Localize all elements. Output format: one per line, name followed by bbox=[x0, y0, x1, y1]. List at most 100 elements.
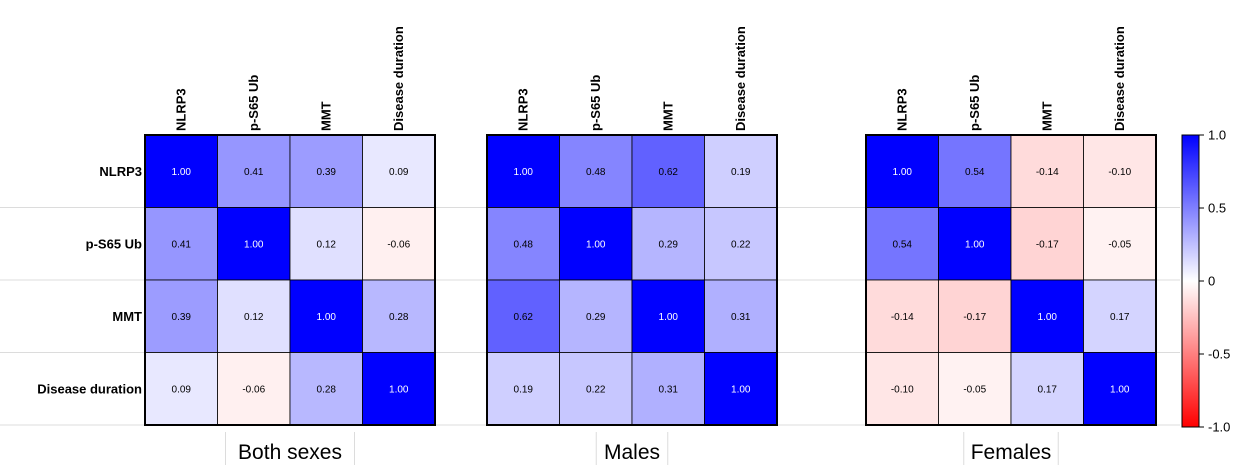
heatmap-cell bbox=[144, 352, 218, 426]
heatmap-panel-both-sexes: 1.00 0.41 0.39 0.09 0.41 1.00 0.12 -0.06 0.39 0.1… bbox=[37, 26, 436, 465]
column-label: Disease duration bbox=[391, 26, 406, 131]
heatmap-cell bbox=[1010, 207, 1084, 281]
heatmap-panels: 1.00 0.41 0.39 0.09 0.41 1.00 0.12 -0.06 0.39 0.1… bbox=[37, 26, 1157, 465]
colorbar-tick-label: -0.5 bbox=[1208, 347, 1230, 362]
heatmap-cell bbox=[865, 207, 939, 281]
heatmap-cell bbox=[1010, 352, 1084, 426]
cell-value-label: 0.41 bbox=[172, 239, 192, 250]
colorbar: 1.0 0.5 0 -0.5 -1.0 bbox=[1181, 128, 1230, 435]
cell-value-label: 1.00 bbox=[1110, 384, 1130, 395]
cell-value-label: 0.48 bbox=[514, 239, 534, 250]
cell-value-label: 0.41 bbox=[244, 167, 264, 178]
heatmap-cell bbox=[486, 134, 560, 208]
cell-value-label: 1.00 bbox=[1038, 312, 1058, 323]
cell-value-label: 0.54 bbox=[965, 167, 985, 178]
panel-title: Males bbox=[604, 441, 660, 464]
heatmap-cell bbox=[559, 134, 633, 208]
heatmap-cell bbox=[938, 207, 1012, 281]
cell-value-label: 0.17 bbox=[1110, 312, 1130, 323]
cell-value-label: 0.19 bbox=[731, 167, 751, 178]
cell-value-label: 0.17 bbox=[1038, 384, 1058, 395]
colorbar-tick-label: -1.0 bbox=[1208, 420, 1230, 435]
cell-value-label: -0.10 bbox=[1108, 167, 1131, 178]
heatmap-panel-males: 1.00 0.48 0.62 0.19 0.48 1.00 0.29 0.22 0.62 0.29… bbox=[486, 26, 778, 465]
heatmap-cell bbox=[144, 207, 218, 281]
cell-value-label: 0.28 bbox=[389, 312, 409, 323]
column-label: p-S65 Ub bbox=[246, 75, 261, 131]
column-label: Disease duration bbox=[733, 26, 748, 131]
column-label: MMT bbox=[318, 101, 333, 131]
cell-value-label: 1.00 bbox=[731, 384, 751, 395]
colorbar-tick-label: 1.0 bbox=[1208, 128, 1226, 143]
heatmap-cell bbox=[704, 134, 778, 208]
cell-value-label: 0.29 bbox=[659, 239, 679, 250]
column-label: p-S65 Ub bbox=[967, 75, 982, 131]
cell-value-label: -0.06 bbox=[242, 384, 265, 395]
heatmap-cell bbox=[1083, 207, 1157, 281]
heatmap-cell bbox=[217, 352, 291, 426]
heatmap-cell bbox=[362, 134, 436, 208]
heatmap-cell bbox=[289, 279, 363, 353]
heatmap-cell bbox=[217, 134, 291, 208]
panel-border bbox=[865, 134, 1157, 426]
cell-value-label: 0.22 bbox=[586, 384, 606, 395]
heatmap-cell bbox=[704, 352, 778, 426]
heatmap-cell bbox=[559, 352, 633, 426]
cell-value-label: 1.00 bbox=[244, 239, 264, 250]
panel-title: Females bbox=[971, 441, 1052, 464]
cell-value-label: 1.00 bbox=[893, 167, 913, 178]
cell-value-label: 0.12 bbox=[244, 312, 264, 323]
heatmap-cell bbox=[938, 352, 1012, 426]
heatmap-cell bbox=[559, 279, 633, 353]
heatmap-cell bbox=[362, 207, 436, 281]
heatmap-cell bbox=[631, 352, 705, 426]
row-label: NLRP3 bbox=[99, 164, 142, 179]
panel-title: Both sexes bbox=[238, 441, 342, 464]
heatmap-cell bbox=[486, 279, 560, 353]
heatmap-cell bbox=[938, 134, 1012, 208]
heatmap-cell bbox=[1083, 352, 1157, 426]
cell-value-label: -0.17 bbox=[963, 312, 986, 323]
cell-value-label: 1.00 bbox=[659, 312, 679, 323]
cell-value-label: 0.39 bbox=[172, 312, 192, 323]
cell-value-label: 0.22 bbox=[731, 239, 751, 250]
column-label: MMT bbox=[660, 101, 675, 131]
row-label: Disease duration bbox=[37, 381, 142, 396]
heatmap-cell bbox=[289, 352, 363, 426]
cell-value-label: 0.31 bbox=[731, 312, 751, 323]
panel-border bbox=[486, 134, 778, 426]
column-label: Disease duration bbox=[1112, 26, 1127, 131]
heatmap-cell bbox=[362, 279, 436, 353]
cell-value-label: 0.48 bbox=[586, 167, 606, 178]
cell-value-label: 1.00 bbox=[317, 312, 337, 323]
column-label: NLRP3 bbox=[173, 88, 188, 131]
column-label: MMT bbox=[1039, 101, 1054, 131]
row-label: MMT bbox=[112, 309, 142, 324]
panel-border bbox=[144, 134, 436, 426]
cell-value-label: 0.31 bbox=[659, 384, 679, 395]
cell-value-label: -0.17 bbox=[1036, 239, 1059, 250]
cell-value-label: -0.05 bbox=[1108, 239, 1131, 250]
cell-value-label: 0.29 bbox=[586, 312, 606, 323]
cell-value-label: 0.54 bbox=[893, 239, 913, 250]
heatmap-cell bbox=[938, 279, 1012, 353]
heatmap-cell bbox=[631, 207, 705, 281]
colorbar-tick-label: 0 bbox=[1208, 274, 1215, 289]
cell-value-label: 1.00 bbox=[586, 239, 606, 250]
cell-value-label: -0.14 bbox=[1036, 167, 1059, 178]
cell-value-label: 1.00 bbox=[514, 167, 534, 178]
cell-value-label: 0.28 bbox=[317, 384, 337, 395]
cell-value-label: 1.00 bbox=[172, 167, 192, 178]
colorbar-gradient bbox=[1181, 134, 1200, 428]
heatmap-cell bbox=[559, 207, 633, 281]
cell-value-label: 1.00 bbox=[389, 384, 409, 395]
column-label: NLRP3 bbox=[515, 88, 530, 131]
cell-value-label: 0.39 bbox=[317, 167, 337, 178]
cell-value-label: 0.09 bbox=[389, 167, 409, 178]
cell-value-label: 0.12 bbox=[317, 239, 337, 250]
heatmap-cell bbox=[362, 352, 436, 426]
cell-value-label: -0.14 bbox=[891, 312, 914, 323]
colorbar-tick-label: 0.5 bbox=[1208, 201, 1226, 216]
cell-value-label: -0.10 bbox=[891, 384, 914, 395]
